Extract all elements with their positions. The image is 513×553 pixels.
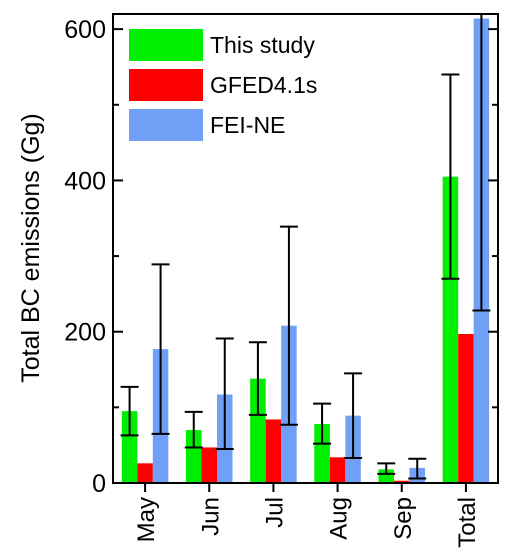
legend-label-gfed4-1s: GFED4.1s — [210, 72, 317, 98]
bar-this-study-total — [442, 176, 459, 484]
error-bars-layer — [120, 14, 491, 480]
legend-label-this-study: This study — [210, 32, 315, 58]
x-tick-label-total: Total — [454, 497, 481, 548]
bar-gfed4-1s-jun — [201, 447, 217, 483]
bar-this-study-may — [121, 411, 138, 483]
x-tick-label-aug: Aug — [326, 497, 353, 540]
bar-this-study-aug — [314, 423, 330, 483]
bar-gfed4-1s-total — [458, 333, 474, 483]
plot-frame — [112, 13, 499, 484]
x-tick-label-jun: Jun — [197, 497, 224, 536]
x-axis: May Jun Jul Aug Sep Total — [133, 483, 481, 548]
legend-swatch-fei-ne — [129, 109, 203, 141]
bar-this-study-jul — [250, 378, 266, 483]
legend-label-fei-ne: FEI-NE — [210, 112, 285, 138]
bar-gfed4-1s-may — [137, 463, 153, 483]
bar-gfed4-1s-sep — [394, 480, 410, 483]
y-axis-label: Total BC emissions (Gg) — [17, 113, 45, 383]
y-tick-label-0: 0 — [92, 470, 106, 498]
bar-gfed4-1s-aug — [329, 457, 346, 483]
x-tick-label-jul: Jul — [261, 497, 288, 528]
x-tick-label-may: May — [133, 497, 160, 542]
y-tick-label-600: 600 — [64, 16, 106, 44]
legend-swatch-this-study — [129, 29, 203, 61]
y-tick-label-400: 400 — [64, 167, 106, 195]
legend: This study GFED4.1s FEI-NE — [129, 29, 317, 141]
x-tick-label-sep: Sep — [390, 497, 417, 540]
bar-this-study-sep — [378, 469, 394, 483]
bar-this-study-jun — [186, 430, 202, 483]
y-axis: 0 200 400 600 — [64, 16, 498, 498]
bar-gfed4-1s-jul — [265, 419, 282, 483]
legend-swatch-gfed4-1s — [129, 69, 203, 101]
y-tick-label-200: 200 — [64, 319, 106, 347]
